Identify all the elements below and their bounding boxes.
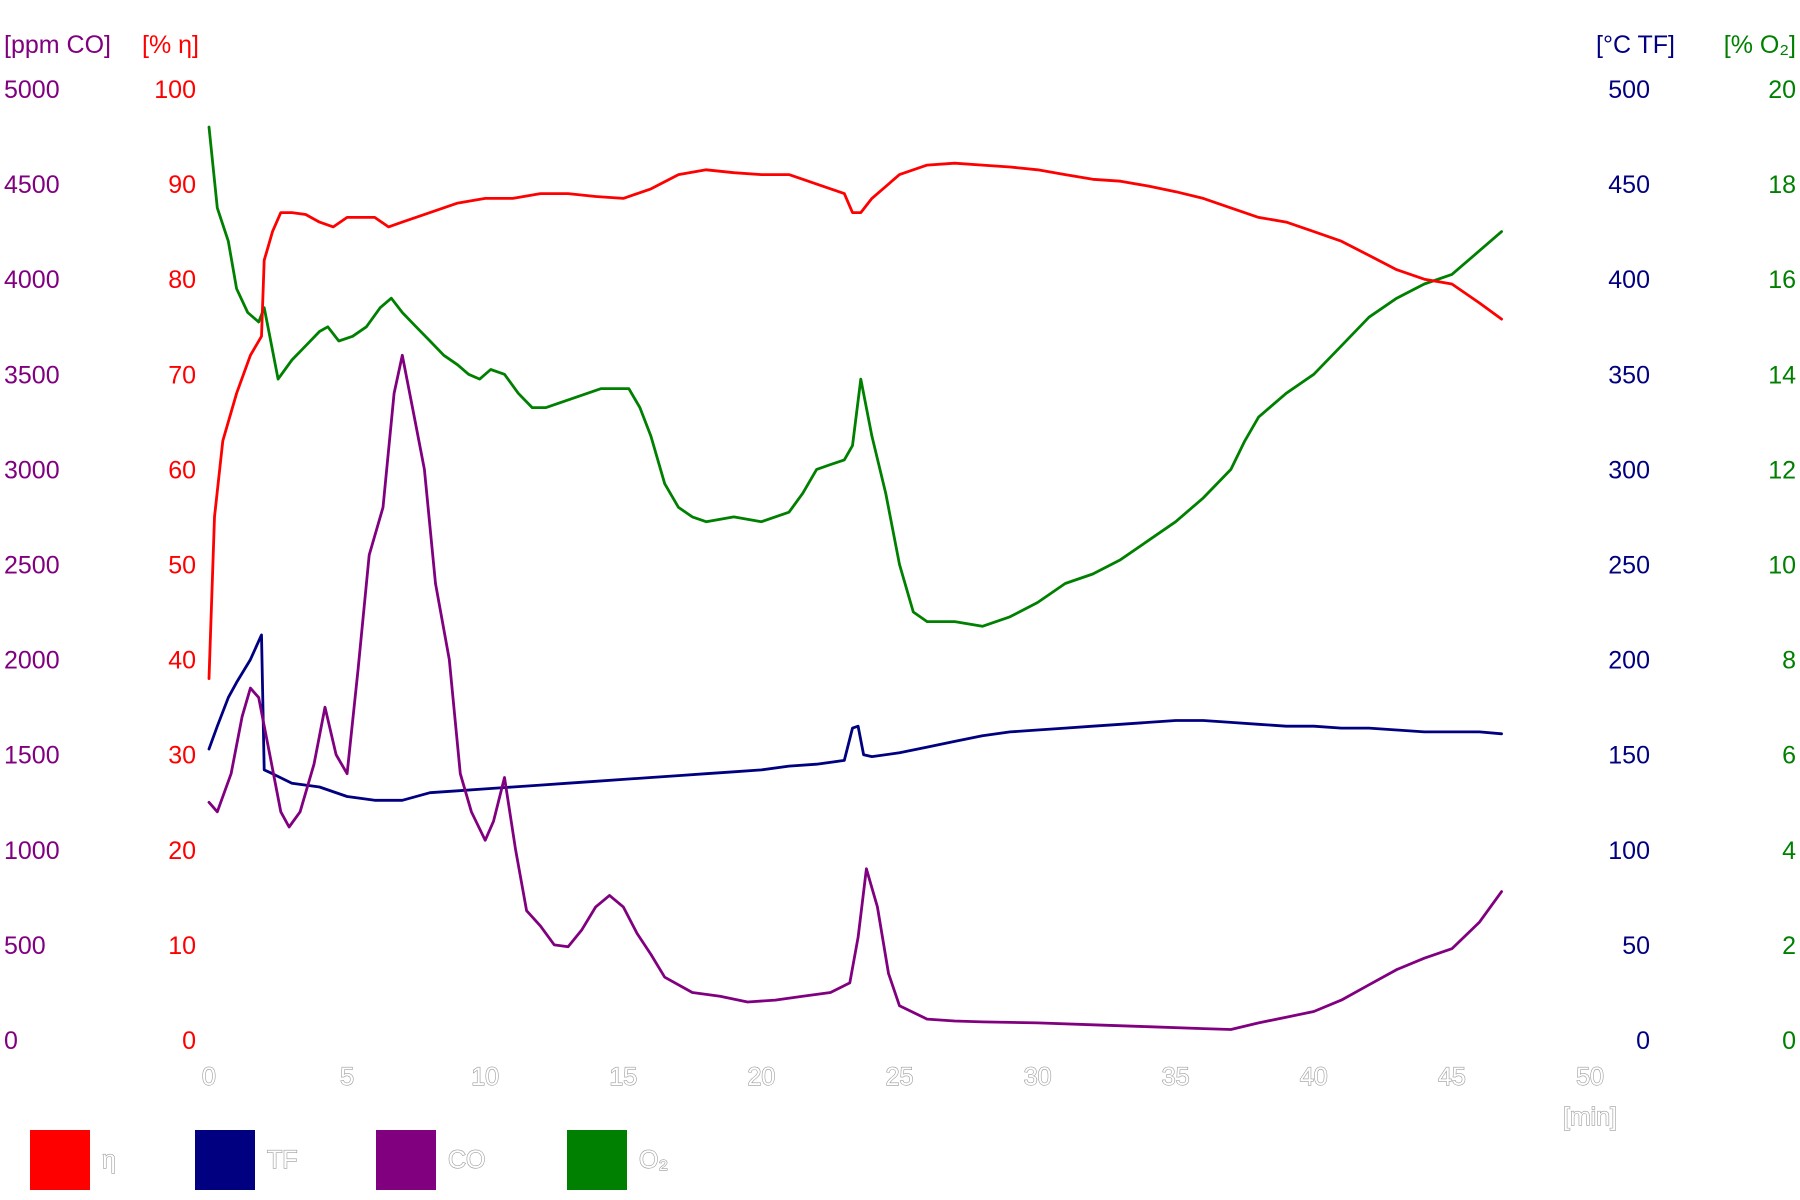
- y-tick-o2: 2: [1782, 932, 1796, 960]
- series-line-eta: [207, 161, 1503, 680]
- series-line-o2: [207, 125, 1503, 628]
- y-tick-o2: 12: [1768, 456, 1796, 484]
- y-tick-o2: 18: [1768, 171, 1796, 199]
- legend-item-eta: η: [30, 1130, 117, 1190]
- y-tick-o2: 0: [1782, 1027, 1796, 1055]
- x-tick: 30: [1024, 1063, 1052, 1091]
- x-tick: 45: [1438, 1063, 1466, 1091]
- y-tick-o2: 16: [1768, 266, 1796, 294]
- y-tick-eta: 10: [168, 932, 196, 960]
- y-tick-tf: 50: [1622, 932, 1650, 960]
- y-tick-tf: 300: [1608, 456, 1650, 484]
- x-axis: 0 5 10 15 20 25 30 35 40 45 50 [min]: [201, 1062, 1617, 1131]
- axis-unit-label-tf: [°C TF]: [1596, 31, 1675, 59]
- y-tick-co: 1500: [4, 742, 60, 770]
- y-tick-o2: 20: [1768, 76, 1796, 104]
- y-tick-eta: 70: [168, 361, 196, 389]
- legend: η TF CO O₂: [30, 1130, 669, 1190]
- y-tick-tf: 200: [1608, 647, 1650, 675]
- x-tick: 5: [340, 1063, 354, 1091]
- axis-unit-label-co: [ppm CO]: [4, 31, 111, 59]
- x-tick: 0: [202, 1063, 216, 1091]
- x-tick: 50: [1576, 1063, 1604, 1091]
- axes-layer: [ppm CO]05001000150020002500300035004000…: [4, 31, 1796, 1055]
- series-line-tf: [207, 633, 1503, 802]
- legend-swatch-o2: [567, 1130, 627, 1190]
- x-tick: 15: [609, 1063, 637, 1091]
- y-tick-eta: 80: [168, 266, 196, 294]
- y-tick-eta: 30: [168, 742, 196, 770]
- y-tick-tf: 0: [1636, 1027, 1650, 1055]
- y-tick-co: 3000: [4, 456, 60, 484]
- y-tick-eta: 100: [154, 76, 196, 104]
- legend-label-tf: TF: [267, 1146, 298, 1174]
- y-tick-tf: 450: [1608, 171, 1650, 199]
- legend-item-co: CO: [376, 1130, 486, 1190]
- y-tick-co: 3500: [4, 361, 60, 389]
- y-tick-co: 4000: [4, 266, 60, 294]
- y-tick-eta: 0: [182, 1027, 196, 1055]
- y-tick-eta: 90: [168, 171, 196, 199]
- y-tick-co: 4500: [4, 171, 60, 199]
- y-tick-co: 500: [4, 932, 46, 960]
- legend-swatch-tf: [195, 1130, 255, 1190]
- legend-swatch-co: [376, 1130, 436, 1190]
- y-tick-tf: 150: [1608, 742, 1650, 770]
- legend-label-co: CO: [448, 1146, 486, 1174]
- y-tick-co: 2500: [4, 552, 60, 580]
- x-axis-unit-label: [min]: [1563, 1103, 1617, 1131]
- y-tick-eta: 60: [168, 456, 196, 484]
- y-tick-tf: 100: [1608, 837, 1650, 865]
- legend-swatch-eta: [30, 1130, 90, 1190]
- legend-item-tf: TF: [195, 1130, 298, 1190]
- y-tick-o2: 14: [1768, 361, 1796, 389]
- plot-area: [207, 125, 1503, 1031]
- x-tick: 40: [1300, 1063, 1328, 1091]
- x-tick: 20: [747, 1063, 775, 1091]
- axis-unit-label-o2: [% O₂]: [1724, 31, 1796, 59]
- legend-label-o2: O₂: [639, 1146, 668, 1174]
- y-tick-co: 2000: [4, 647, 60, 675]
- y-tick-o2: 8: [1782, 647, 1796, 675]
- x-tick: 35: [1162, 1063, 1190, 1091]
- y-tick-eta: 50: [168, 552, 196, 580]
- x-tick: 10: [471, 1063, 499, 1091]
- y-tick-eta: 40: [168, 647, 196, 675]
- y-tick-co: 0: [4, 1027, 18, 1055]
- axis-unit-label-eta: [% η]: [142, 31, 199, 59]
- series-line-co: [207, 353, 1503, 1031]
- y-tick-tf: 400: [1608, 266, 1650, 294]
- y-tick-co: 5000: [4, 76, 60, 104]
- y-tick-co: 1000: [4, 837, 60, 865]
- x-tick: 25: [886, 1063, 914, 1091]
- y-tick-tf: 500: [1608, 76, 1650, 104]
- legend-item-o2: O₂: [567, 1130, 669, 1190]
- y-tick-tf: 350: [1608, 361, 1650, 389]
- y-tick-o2: 4: [1782, 837, 1796, 865]
- legend-label-eta: η: [102, 1146, 116, 1174]
- y-tick-eta: 20: [168, 837, 196, 865]
- y-tick-o2: 6: [1782, 742, 1796, 770]
- y-tick-tf: 250: [1608, 552, 1650, 580]
- y-tick-o2: 10: [1768, 552, 1796, 580]
